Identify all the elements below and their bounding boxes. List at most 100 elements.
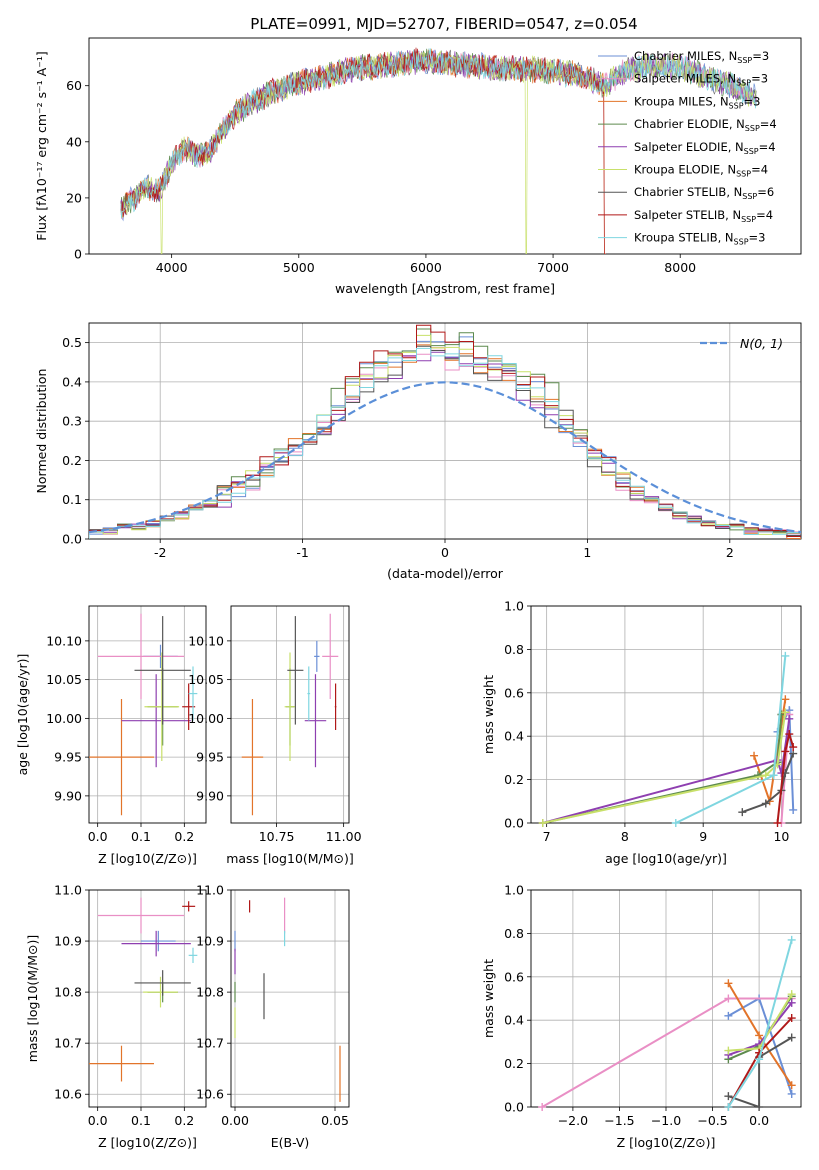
y-tick-label: 20 [66, 190, 82, 205]
plot-frame [88, 889, 207, 1108]
weight-marker-6 [738, 808, 747, 817]
y-axis-label: mass weight [481, 675, 496, 754]
panel-age-vs-mass: 10.75 11.00 9.90 9.95 10.00 10.05 10.10 mass [l… [188, 605, 362, 866]
weight-marker-5 [781, 708, 790, 717]
weight-marker-6 [787, 1033, 796, 1042]
weight-marker-1 [724, 994, 733, 1003]
weight-marker-5 [724, 1046, 733, 1055]
legend-label-main: Kroupa MILES, N [634, 94, 729, 108]
errorbar-point-6 [134, 616, 191, 725]
weight-marker-8 [787, 935, 796, 944]
y-tick-label: 0.2 [504, 1056, 524, 1071]
panel-mass-vs-ebv: 0.00 0.05 10.6 10.7 10.8 10.9 11.0 E(B-V) [196, 883, 350, 1150]
plot-frame [530, 889, 802, 1108]
legend-label-8: Kroupa STELIB, NSSP=3 [634, 231, 765, 247]
plot-frame [88, 322, 802, 540]
legend-label-tail: =3 [751, 72, 768, 86]
y-axis-label: age [log10(age/yr)] [15, 654, 30, 776]
y-tick-label: 10.6 [196, 1087, 224, 1102]
legend-label-sub: SSP [729, 101, 744, 110]
weight-marker-1 [538, 1103, 547, 1111]
x-tick-label: 0.05 [321, 1113, 349, 1128]
y-tick-label: 0.4 [62, 374, 82, 389]
legend-label-sub: SSP [744, 147, 759, 156]
y-tick-label: 9.90 [196, 788, 224, 803]
x-tick-label: 1 [583, 545, 591, 560]
x-axis-label: Z [log10(Z/Z⊙)] [617, 1135, 716, 1150]
weight-line-4 [542, 718, 791, 824]
y-tick-label: 0 [74, 247, 82, 262]
x-tick-label: −0.5 [697, 1113, 727, 1128]
weight-line-1 [541, 997, 792, 1108]
x-axis-label: Z [log10(Z/Z⊙)] [98, 1135, 197, 1150]
x-tick-label: -1 [296, 545, 308, 560]
x-tick-label: −1.0 [651, 1113, 681, 1128]
errorbar-point-8 [188, 947, 198, 964]
x-tick-label: 2 [726, 545, 734, 560]
panel-weight-vs-age: 7 8 9 10 0.0 0.2 0.4 0.6 0.8 1.0 age [log10(age/yr… [481, 599, 802, 866]
y-tick-label: 10.00 [46, 711, 82, 726]
legend-label-2: Kroupa MILES, NSSP=3 [634, 94, 760, 110]
y-tick-label: 10.10 [46, 633, 82, 648]
weight-marker-0 [787, 1089, 796, 1098]
y-tick-label: 0.0 [504, 1100, 524, 1115]
x-tick-label: −2.0 [558, 1113, 588, 1128]
y-tick-label: 10.8 [196, 985, 224, 1000]
weight-marker-7 [781, 747, 790, 756]
weight-marker-6 [761, 799, 770, 808]
y-tick-label: 0.0 [62, 532, 82, 547]
errorbar-point-1 [97, 613, 185, 699]
legend-label-tail: =4 [756, 208, 773, 222]
plot-frame [88, 37, 802, 255]
legend-label-sub: SSP [741, 215, 756, 224]
x-tick-label: 10.75 [259, 829, 295, 844]
legend-label-main: Chabrier STELIB, N [634, 185, 742, 199]
legend-label-tail: =3 [749, 231, 766, 245]
x-axis-label: mass [log10(M/M⊙)] [226, 851, 354, 866]
legend-label-sub: SSP [736, 170, 751, 179]
errorbar-point-4 [121, 674, 191, 768]
legend-label-main: Kroupa ELODIE, N [634, 163, 736, 177]
x-tick-label: 0.2 [174, 1113, 194, 1128]
errorbar-point-8 [188, 666, 198, 721]
y-tick-label: 0.2 [504, 772, 524, 787]
x-tick-label: 7 [543, 829, 551, 844]
x-axis-label: E(B-V) [271, 1135, 310, 1150]
histogram-steps [89, 324, 801, 539]
plot-frame [230, 605, 350, 824]
y-tick-label: 10.10 [188, 633, 224, 648]
y-tick-label: 0.0 [504, 816, 524, 831]
histogram-series-8 [89, 347, 801, 539]
legend-label-main: Kroupa STELIB, N [634, 231, 734, 245]
legend-label-tail: =4 [751, 163, 768, 177]
legend-label-sub: SSP [737, 56, 752, 65]
x-tick-label: 11.00 [326, 829, 362, 844]
y-tick-label: 0.6 [504, 685, 524, 700]
legend-label-tail: =3 [744, 94, 761, 108]
y-tick-label: 40 [66, 134, 82, 149]
x-tick-label: 0.0 [88, 829, 108, 844]
y-tick-label: 10.05 [188, 672, 224, 687]
weight-marker-2 [781, 695, 790, 704]
weight-marker-7 [773, 819, 782, 827]
legend-label-sub: SSP [736, 79, 751, 88]
errorbar-point-8 [307, 666, 311, 721]
errorbar-point-5 [284, 652, 296, 761]
errorbar-point-1 [97, 897, 185, 934]
y-tick-label: 0.3 [62, 414, 82, 429]
y-tick-label: 10.8 [54, 985, 82, 1000]
weight-marker-8 [724, 1103, 733, 1111]
spectrum-lines [120, 47, 757, 254]
legend-label-sub: SSP [742, 192, 757, 201]
weight-marker-7 [785, 730, 794, 739]
x-tick-label: 0.2 [174, 829, 194, 844]
y-tick-label: 10.00 [188, 711, 224, 726]
y-tick-label: 9.95 [196, 750, 224, 765]
legend-label-tail: =3 [752, 49, 769, 63]
panel-weight-vs-z: −2.0 −1.5 −1.0 −0.5 0.0 0.0 0.2 0.4 0.6 0.8 1.0 Z [… [481, 883, 802, 1150]
y-axis-label: mass weight [481, 959, 496, 1038]
y-tick-label: 11.0 [54, 883, 82, 898]
spectrum-line-8 [120, 48, 757, 218]
legend-label-main: Salpeter STELIB, N [634, 208, 741, 222]
